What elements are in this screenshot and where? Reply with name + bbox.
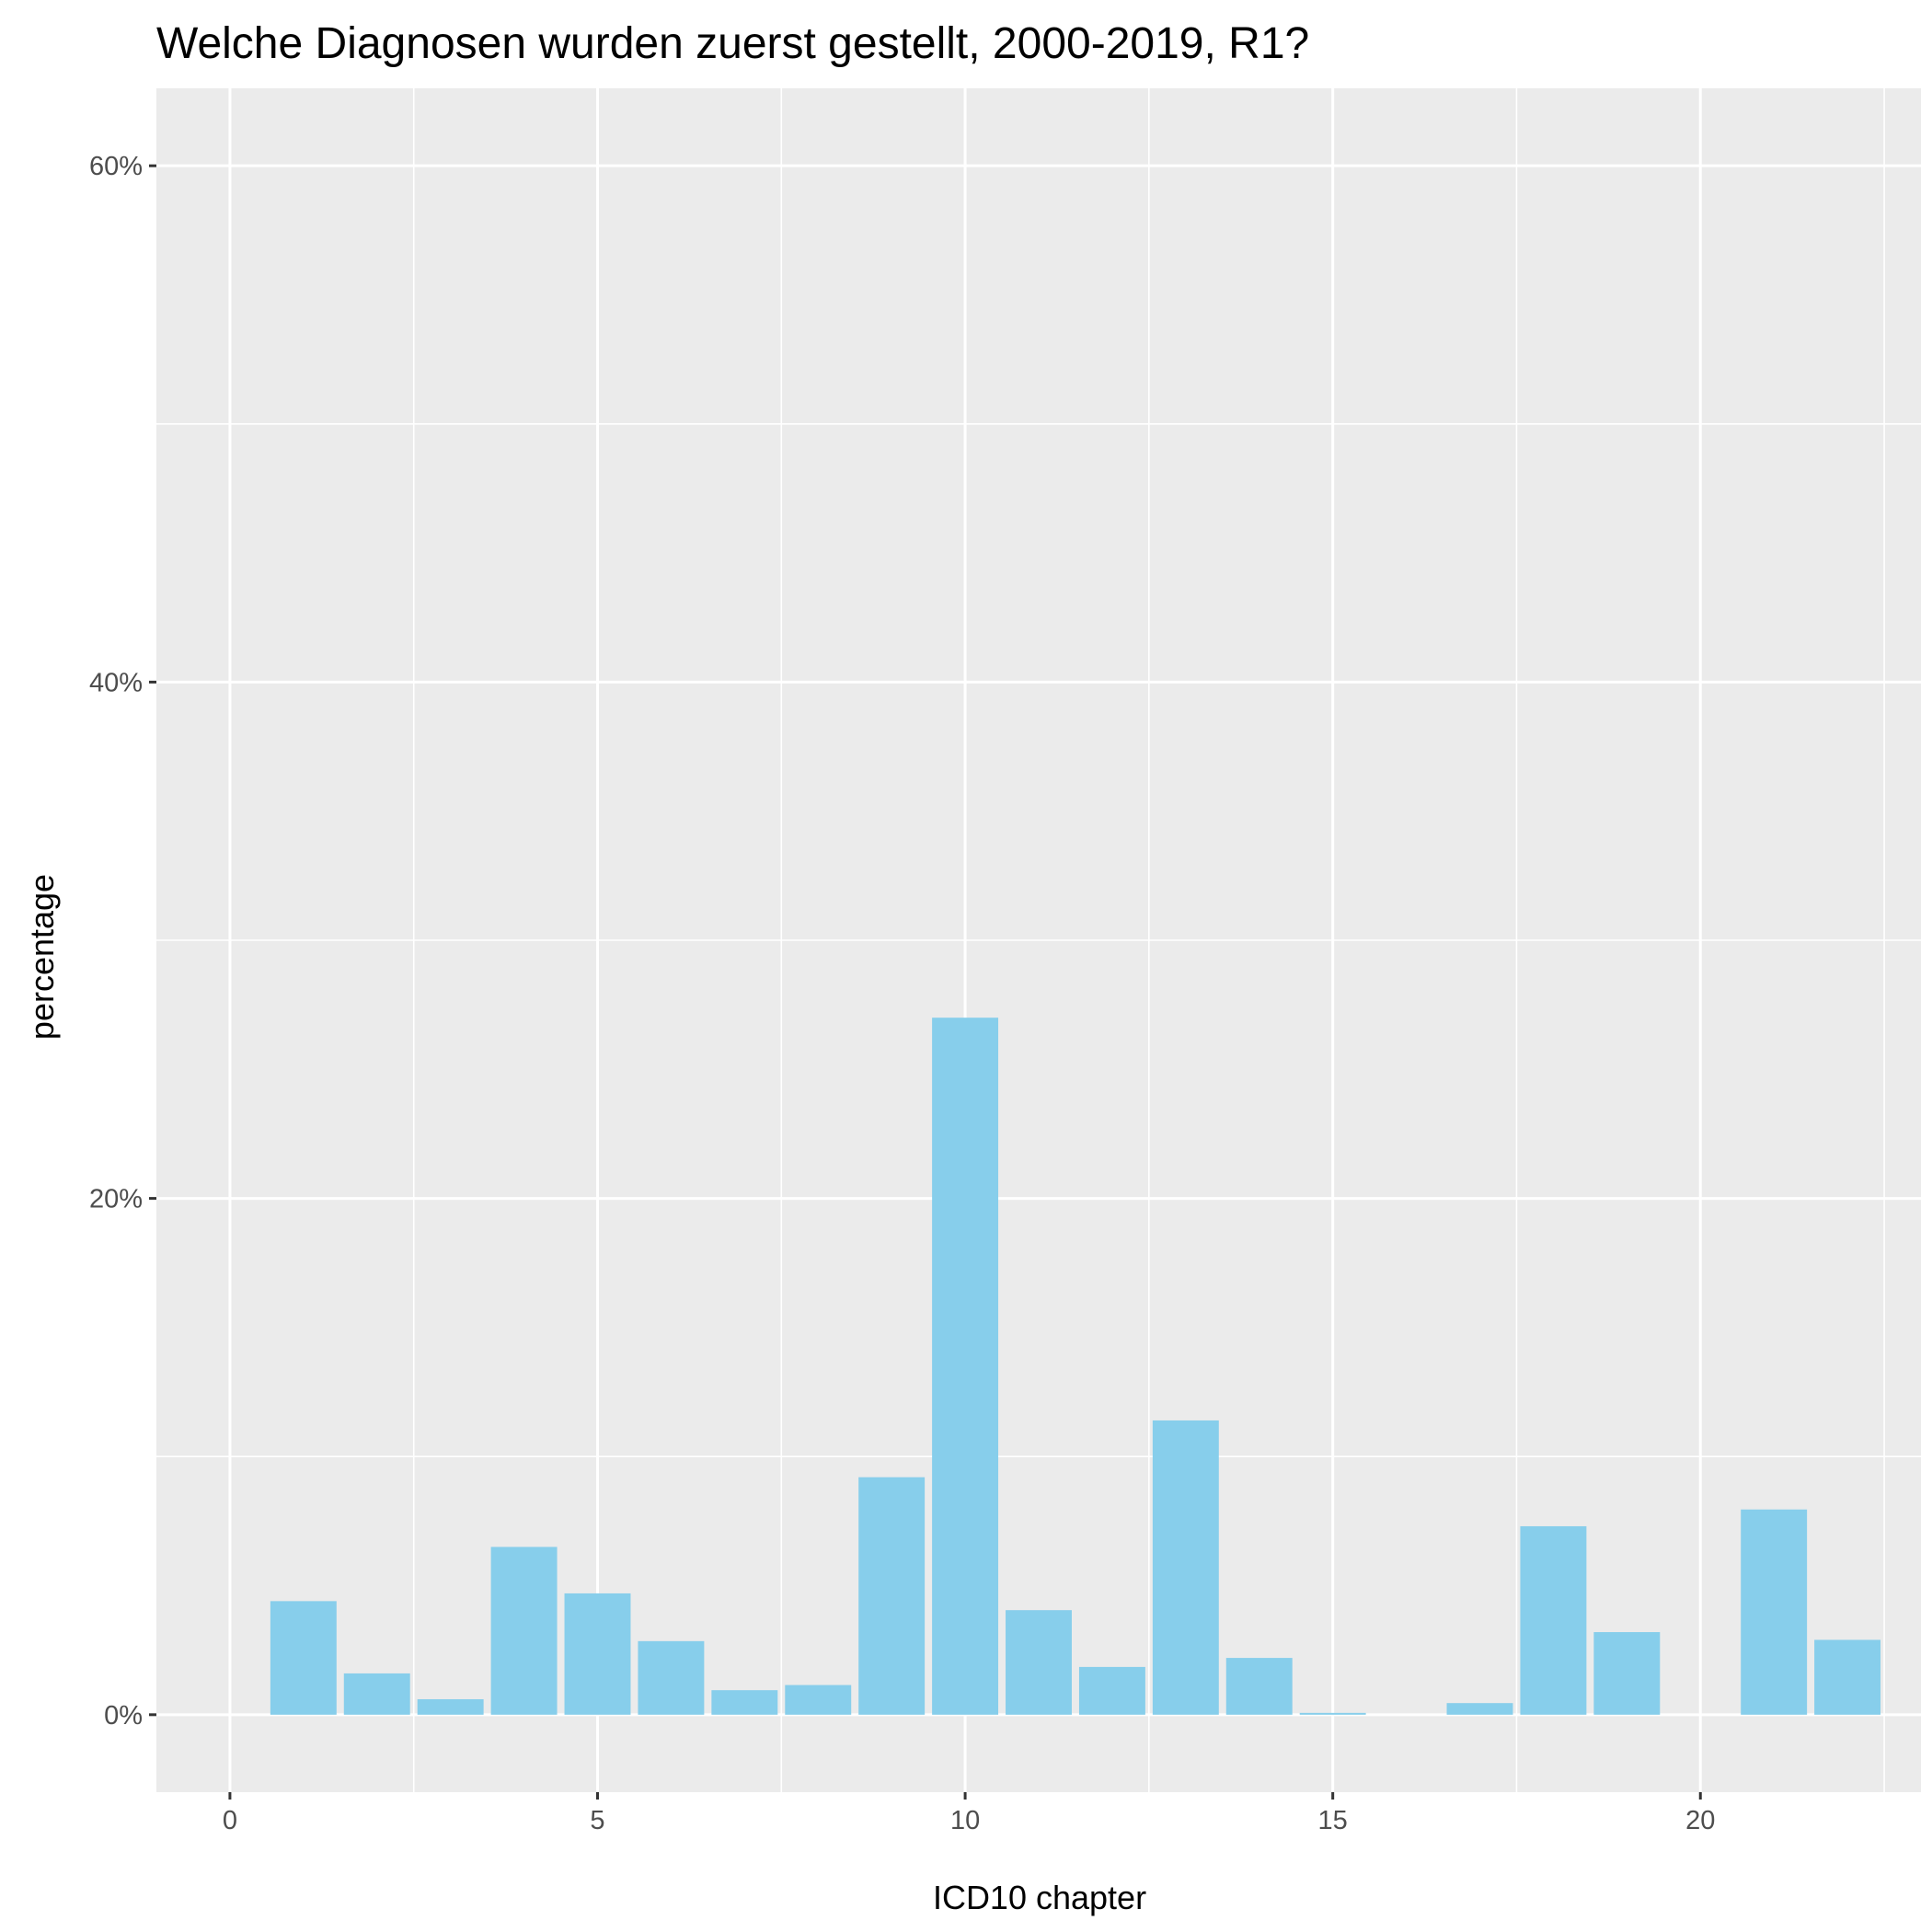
bar-chapter-6 — [638, 1640, 705, 1715]
y-tick-label: 0% — [104, 1701, 143, 1731]
x-tick-label: 10 — [950, 1806, 980, 1835]
x-axis-title: ICD10 chapter — [933, 1879, 1146, 1916]
chart-title: Welche Diagnosen wurden zuerst gestellt,… — [156, 19, 1309, 68]
bar-chapter-10 — [932, 1018, 999, 1715]
x-tick-label: 15 — [1318, 1806, 1348, 1835]
bar-chapter-12 — [1078, 1666, 1145, 1715]
bar-chapter-17 — [1446, 1703, 1513, 1715]
x-tick-label: 5 — [590, 1806, 604, 1835]
bar-chapter-7 — [711, 1690, 778, 1715]
y-tick-label: 40% — [89, 668, 143, 697]
bar-chapter-2 — [343, 1673, 410, 1715]
bar-chapter-19 — [1593, 1632, 1661, 1715]
minor-gridlines — [156, 88, 1921, 1792]
y-tick-label: 20% — [89, 1185, 143, 1214]
y-tick-label: 60% — [89, 152, 143, 181]
bars — [270, 1018, 1881, 1715]
y-axis: 0% 20% 40% 60% — [89, 152, 156, 1731]
bar-chapter-21 — [1741, 1509, 1808, 1715]
bar-chapter-5 — [564, 1593, 631, 1715]
bar-chapter-14 — [1225, 1658, 1293, 1715]
bar-chapter-11 — [1006, 1610, 1072, 1715]
bar-chapter-4 — [490, 1547, 558, 1715]
bar-chapter-15 — [1299, 1712, 1366, 1715]
x-tick-label: 0 — [223, 1806, 237, 1835]
x-tick-label: 20 — [1685, 1806, 1715, 1835]
bar-chapter-3 — [417, 1698, 484, 1715]
y-axis-title: percentage — [23, 874, 61, 1040]
bar-chapter-22 — [1814, 1639, 1881, 1715]
bar-chapter-1 — [270, 1601, 337, 1715]
bar-chapter-13 — [1152, 1420, 1219, 1715]
x-axis: 0 5 10 15 20 — [223, 1792, 1715, 1835]
bar-chapter-8 — [785, 1685, 852, 1715]
bar-chapter-18 — [1520, 1525, 1587, 1715]
bar-chapter-9 — [858, 1477, 926, 1715]
